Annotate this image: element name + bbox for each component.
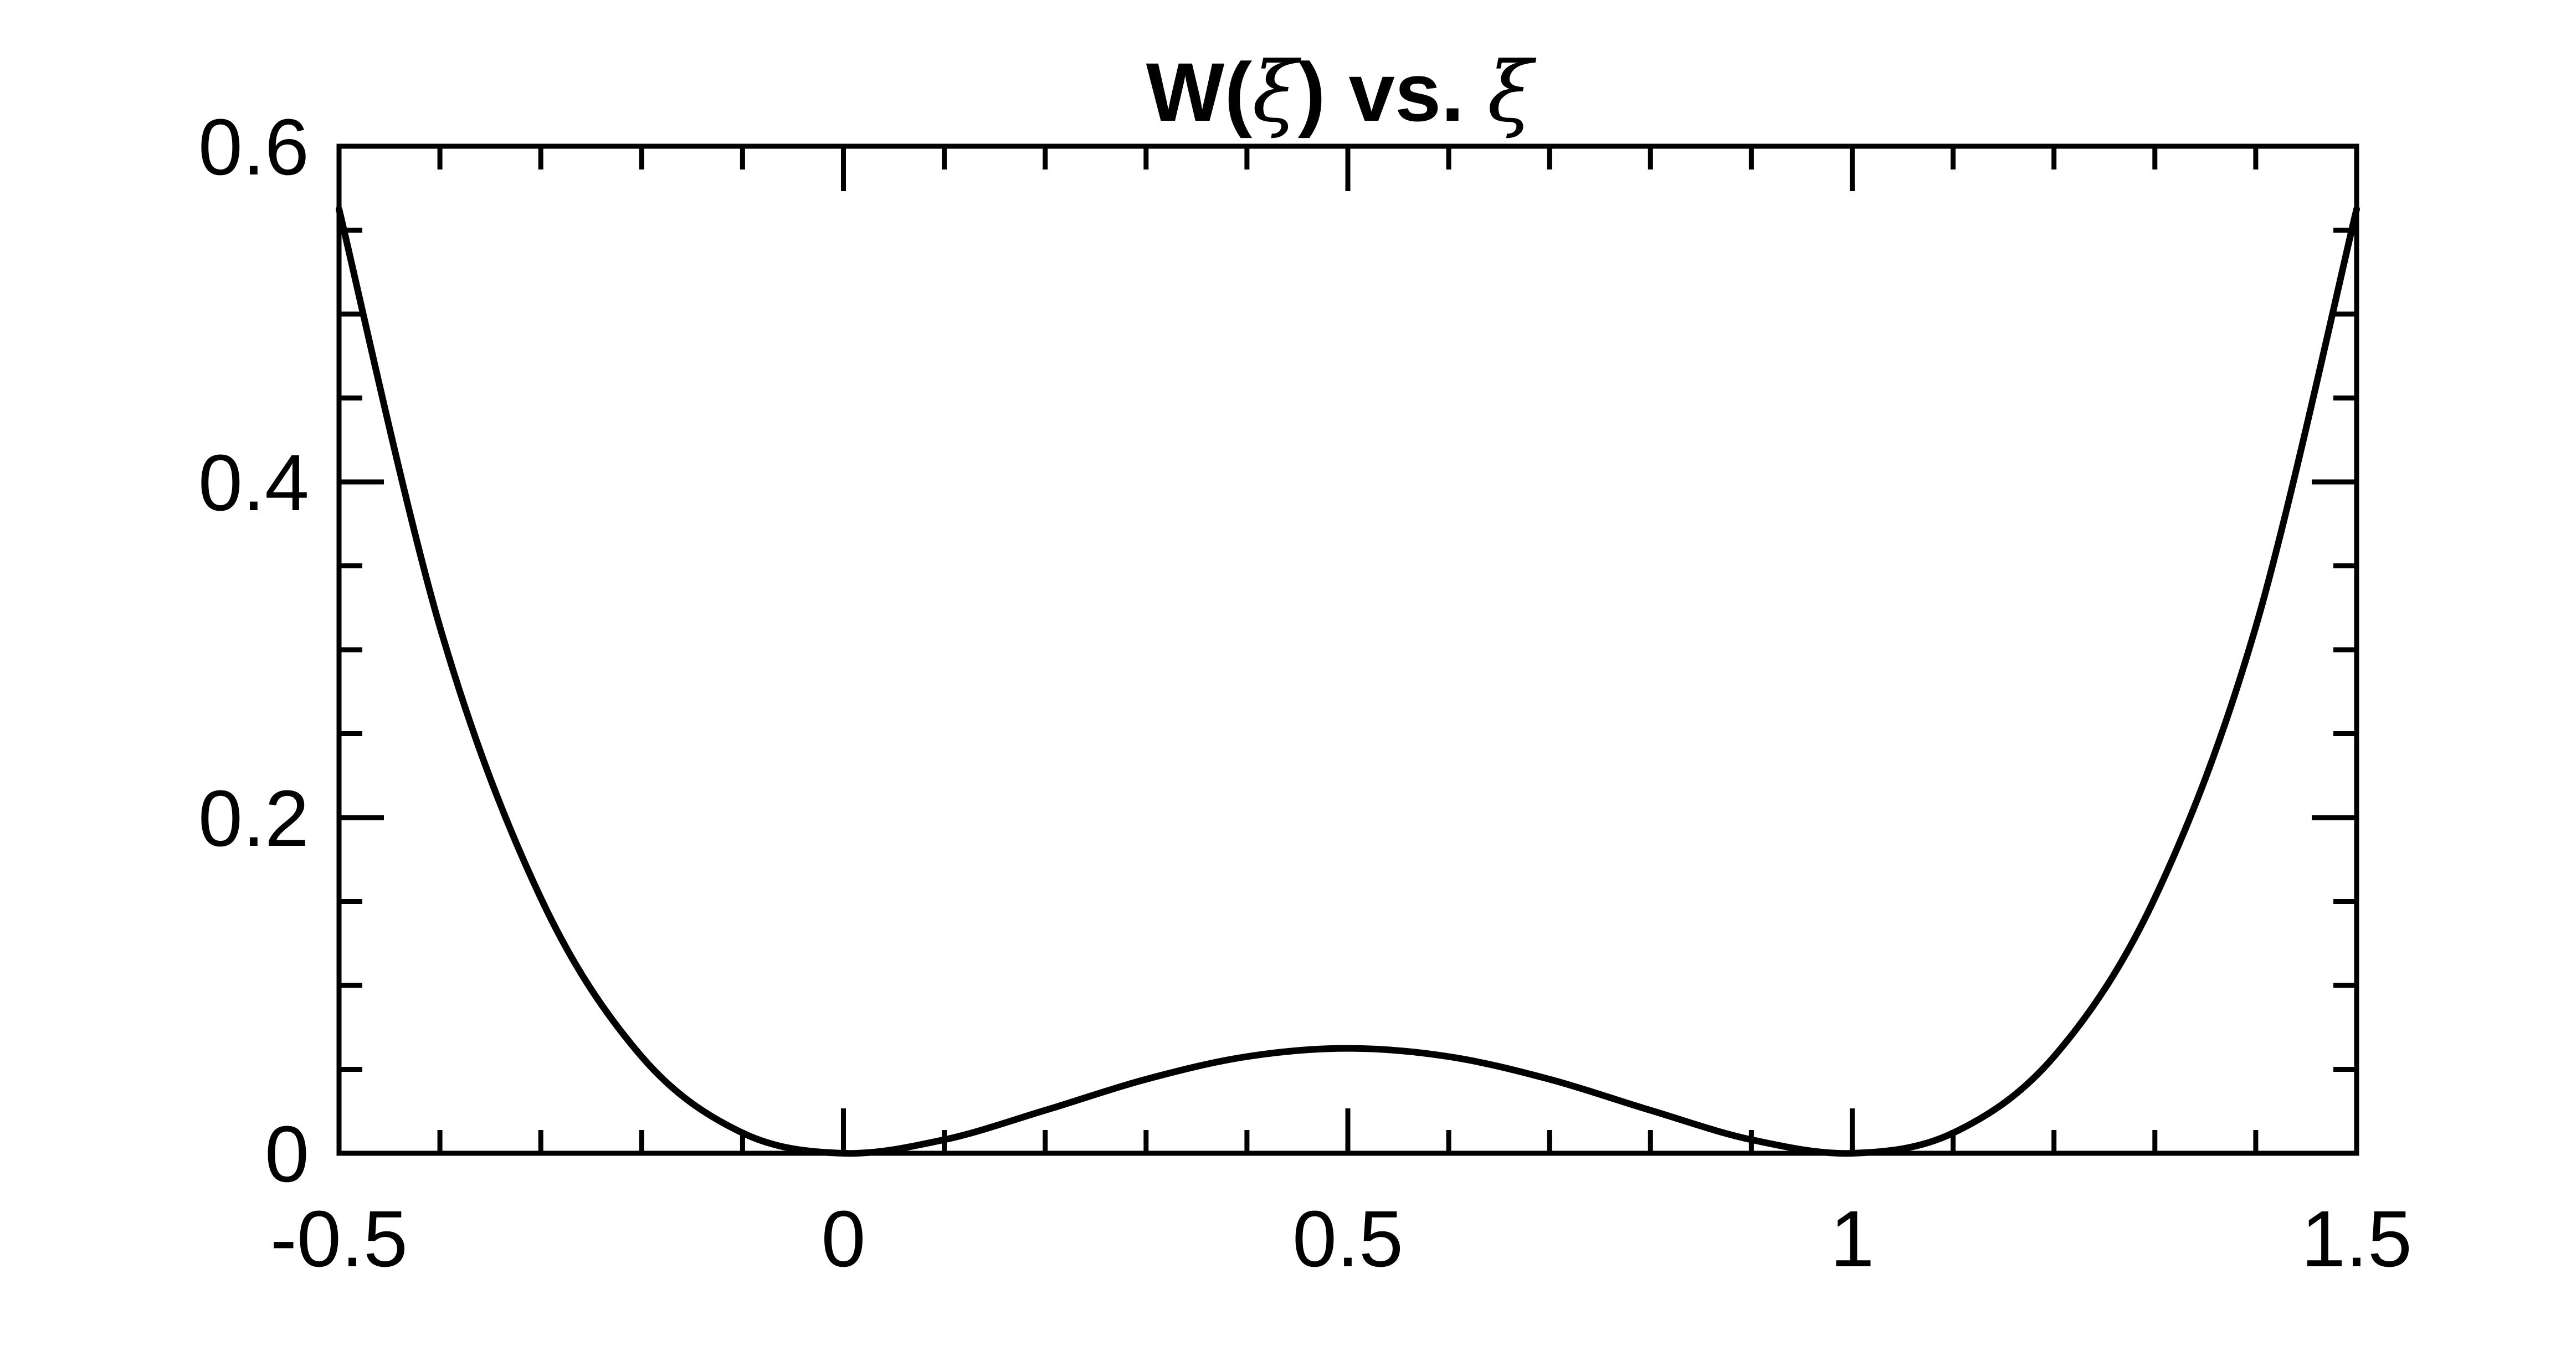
series-layer [336, 206, 2360, 1157]
y-tick-label: 0 [265, 1110, 309, 1199]
x-tick-label: 1 [1830, 1194, 1874, 1283]
y-tick-label: 0.4 [198, 438, 309, 527]
x-tick-label: 0 [821, 1194, 865, 1283]
x-tick-label: 0.5 [1292, 1194, 1403, 1283]
chart-title-suffix-symbol: ξ [1487, 44, 1537, 141]
x-tick-label: 1.5 [2301, 1194, 2412, 1283]
y-tick-label: 0.6 [198, 102, 309, 192]
chart-title: W(ξ) vs. ξ [1146, 44, 1537, 141]
y-tick-label: 0.2 [198, 774, 309, 863]
ticks-layer [336, 143, 2359, 1156]
chart-title-symbol: ξ [1252, 44, 1301, 141]
chart-title-middle: ) vs. [1298, 45, 1487, 138]
tick-labels-layer: -0.5 0 0.5 1 1.500.20.40.6 [198, 102, 2412, 1283]
chart-title-prefix: W( [1146, 45, 1253, 138]
plot-frame [336, 143, 2359, 1156]
x-tick-label: -0.5 [270, 1194, 408, 1283]
series-line [336, 206, 2360, 1157]
